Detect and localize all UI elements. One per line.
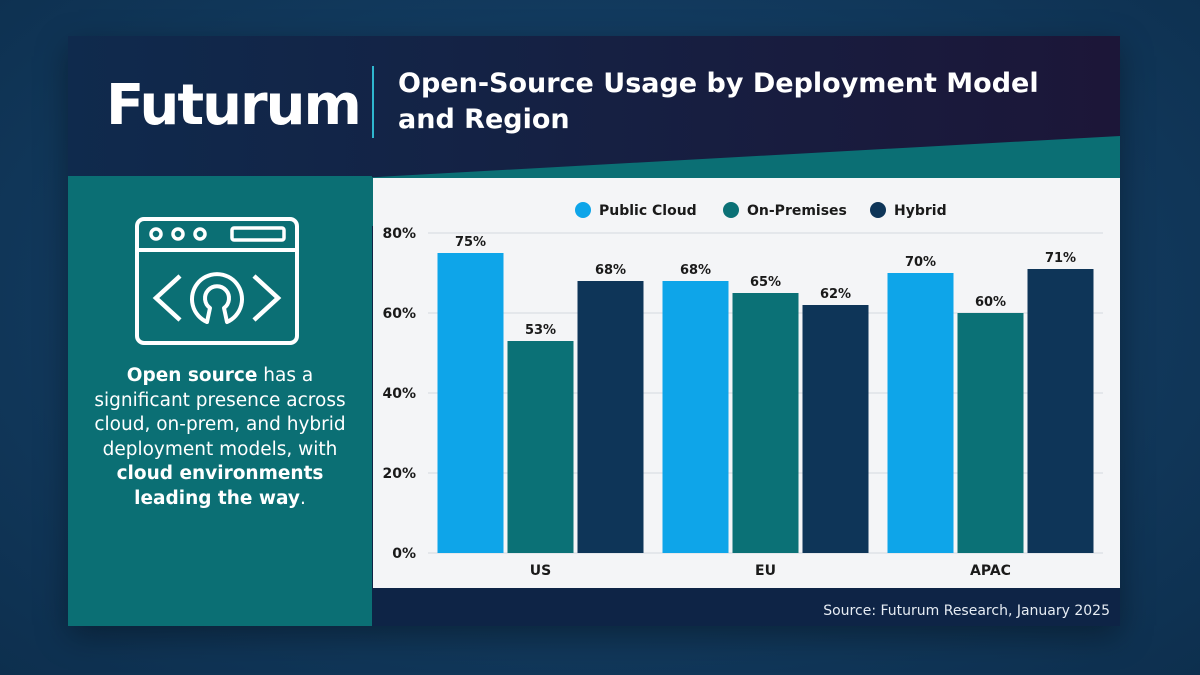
legend-swatch	[870, 202, 886, 218]
y-tick-label: 0%	[392, 546, 416, 562]
key-insight-bold-2: cloud environments leading the way	[116, 463, 324, 509]
bar-chart: Public Cloud On-Premises Hybrid 75% 53% 68% 6…	[373, 178, 1120, 588]
bar	[437, 253, 504, 553]
bar	[577, 281, 644, 553]
bar-value-label: 70%	[905, 255, 936, 270]
key-insight-bold-1: Open source	[126, 365, 258, 386]
open-source-browser-window-icon	[135, 217, 299, 345]
header-divider	[372, 66, 374, 138]
chart-x-axis: US EU APAC	[530, 563, 1011, 579]
key-insight-body: has a significant presence across cloud,…	[94, 365, 346, 460]
x-tick-label: APAC	[970, 563, 1011, 579]
source-note: Source: Futurum Research, January 2025	[823, 603, 1110, 619]
chart-legend: Public Cloud On-Premises Hybrid	[575, 202, 947, 219]
legend-swatch	[575, 202, 591, 218]
legend-label: Public Cloud	[599, 203, 697, 219]
bar-value-label: 62%	[820, 287, 851, 302]
y-tick-label: 80%	[382, 226, 416, 242]
bar	[662, 281, 729, 553]
bar	[802, 305, 869, 553]
brand-logo: Futurum	[106, 73, 362, 138]
chart-data-labels: 75% 53% 68% 68% 65% 62% 70% 60% 71%	[455, 235, 1076, 338]
y-tick-label: 40%	[382, 386, 416, 402]
bar-value-label: 71%	[1045, 251, 1076, 266]
x-tick-label: EU	[755, 563, 776, 579]
bar-value-label: 68%	[680, 263, 711, 278]
bar-value-label: 75%	[455, 235, 486, 250]
bar	[957, 313, 1024, 553]
bar-value-label: 60%	[975, 295, 1006, 310]
chart-y-axis: 0% 20% 40% 60% 80%	[382, 226, 416, 562]
bar	[1027, 269, 1094, 553]
bar-value-label: 65%	[750, 275, 781, 290]
legend-swatch	[723, 202, 739, 218]
bar	[887, 273, 954, 553]
page-title: Open-Source Usage by Deployment Model an…	[398, 68, 1039, 135]
bar-value-label: 68%	[595, 263, 626, 278]
chart-bars	[437, 253, 1094, 553]
key-insight-text: Open source has a significant presence a…	[88, 364, 352, 511]
y-tick-label: 60%	[382, 306, 416, 322]
y-tick-label: 20%	[382, 466, 416, 482]
bar	[507, 341, 574, 553]
key-insight-end: .	[300, 487, 306, 509]
x-tick-label: US	[530, 563, 551, 579]
bar	[732, 293, 799, 553]
legend-label: On-Premises	[747, 203, 847, 219]
infographic-card: Futurum Open-Source Usage by Deployment …	[68, 36, 1120, 626]
legend-label: Hybrid	[894, 203, 947, 219]
bar-value-label: 53%	[525, 323, 556, 338]
